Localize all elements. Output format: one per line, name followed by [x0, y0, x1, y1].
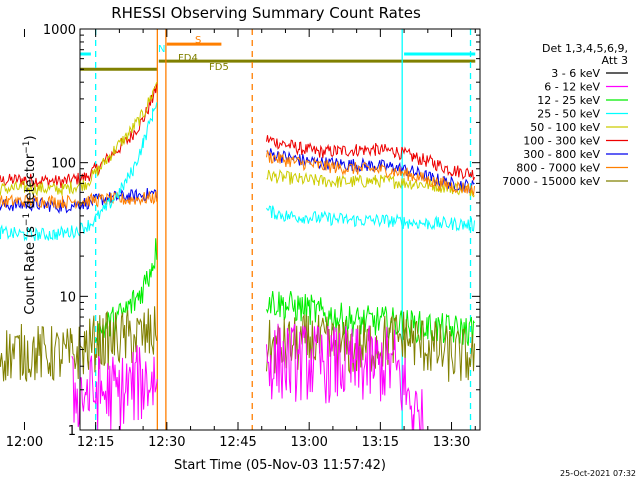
series-line	[0, 306, 158, 382]
legend-entry-label: 50 - 100 keV	[530, 121, 600, 134]
series-line	[0, 102, 158, 242]
legend-header-line-1: Det 1,3,4,5,6,9,	[542, 42, 628, 55]
series-line	[266, 290, 475, 347]
x-tick-label: 12:00	[6, 435, 43, 450]
flag-label-s: S	[195, 35, 201, 46]
series-line	[266, 149, 475, 196]
y-tick-label: 100	[51, 157, 76, 172]
legend-entry-label: 25 - 50 keV	[537, 108, 600, 121]
legend-entry-label: 6 - 12 keV	[544, 81, 600, 94]
flag-label-fd5: FD5	[209, 62, 229, 73]
y-axis-label: Count Rate (s−1 detector−1)	[22, 135, 38, 314]
x-tick-label: 12:30	[148, 435, 185, 450]
plot-frame	[79, 28, 481, 431]
series-line	[266, 148, 475, 193]
x-tick-label: 12:15	[77, 435, 114, 450]
series-layer	[0, 82, 475, 431]
series-line	[71, 345, 158, 431]
series-line	[266, 205, 475, 232]
legend-header-line-2: Att 3	[602, 54, 628, 67]
series-line	[266, 168, 475, 198]
legend-entry-label: 300 - 800 keV	[523, 148, 600, 161]
legend-entry-label: 100 - 300 keV	[523, 135, 600, 148]
series-line	[266, 135, 475, 181]
legend-entry-label: 12 - 25 keV	[537, 94, 600, 107]
x-tick-label: 12:45	[219, 435, 256, 450]
x-tick-label: 13:30	[433, 435, 470, 450]
y-tick-label: 1	[68, 424, 76, 439]
x-tick-label: 13:00	[290, 435, 327, 450]
series-line	[0, 83, 158, 189]
x-tick-label: 13:15	[362, 435, 399, 450]
legend-entry-label: 7000 - 15000 keV	[502, 175, 600, 188]
legend-entry-label: 3 - 6 keV	[551, 67, 600, 80]
timestamp: 25-Oct-2021 07:32	[560, 469, 636, 478]
chart-title: RHESSI Observing Summary Count Rates	[111, 4, 421, 22]
flag-label-n: N	[158, 44, 165, 55]
flag-label-fd4: FD4	[178, 53, 198, 64]
series-line	[0, 82, 158, 197]
axis-ticks: 12:00 12:15 12:30 12:45 13:00 13:15 13:30 1 10 10…	[6, 23, 480, 450]
legend-entry-label: 800 - 7000 keV	[516, 162, 600, 175]
series-line	[266, 323, 424, 431]
x-axis-label: Start Time (05-Nov-03 11:57:42)	[174, 458, 386, 473]
flag-bars	[80, 42, 476, 71]
series-line	[0, 191, 158, 210]
y-tick-label: 10	[59, 290, 76, 305]
y-tick-label: 1000	[43, 23, 76, 38]
